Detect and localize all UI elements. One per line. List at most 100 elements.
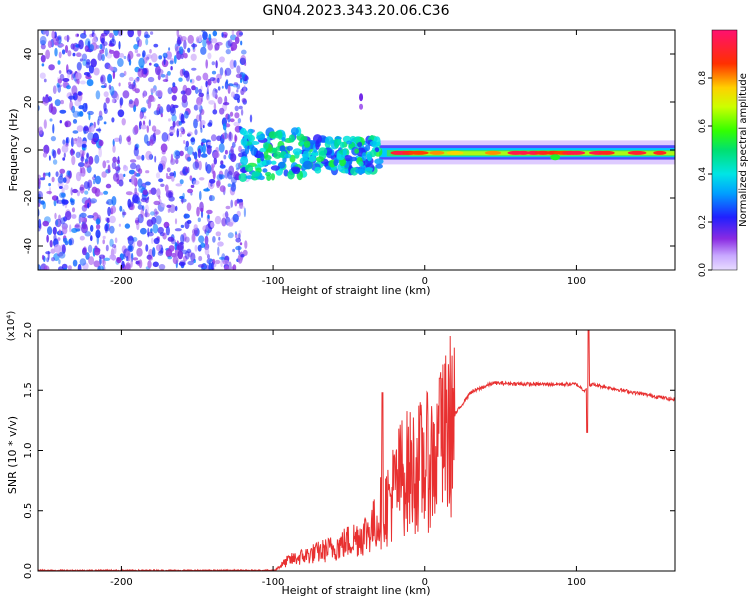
- noise-speckle: [230, 183, 237, 192]
- noise-speckle: [221, 85, 224, 89]
- noise-speckle: [208, 100, 216, 105]
- noise-speckle: [219, 56, 225, 63]
- noise-speckle: [150, 211, 155, 216]
- noise-speckle: [216, 180, 221, 189]
- noise-speckle: [166, 104, 171, 113]
- noise-speckle: [197, 244, 202, 252]
- y-tick-label: -20: [23, 190, 34, 206]
- y-tick-label: 0.5: [23, 503, 34, 519]
- noise-speckle: [150, 228, 153, 234]
- noise-speckle: [68, 238, 73, 246]
- noise-speckle: [45, 49, 50, 60]
- noise-speckle: [95, 218, 101, 225]
- noise-speckle: [169, 172, 175, 177]
- noise-speckle: [46, 234, 49, 243]
- noise-speckle: [234, 134, 237, 144]
- noise-speckle: [101, 171, 107, 178]
- noise-speckle: [208, 33, 212, 42]
- noise-speckle: [178, 128, 184, 132]
- noise-speckle: [158, 163, 164, 173]
- noise-speckle: [204, 248, 210, 256]
- noise-speckle: [79, 258, 87, 266]
- noise-speckle: [210, 134, 217, 142]
- band-speckle: [359, 93, 364, 102]
- noise-speckle: [49, 118, 53, 122]
- noise-speckle: [111, 98, 115, 104]
- noise-speckle: [95, 90, 101, 100]
- noise-speckle: [122, 211, 127, 216]
- noise-speckle: [97, 265, 104, 270]
- noise-speckle: [62, 177, 67, 183]
- noise-speckle: [49, 240, 53, 248]
- noise-speckle: [160, 113, 163, 118]
- noise-speckle: [166, 204, 172, 208]
- band-speckle: [303, 140, 311, 148]
- noise-speckle: [38, 264, 41, 270]
- noise-speckle: [66, 170, 71, 178]
- noise-speckle: [109, 38, 116, 47]
- noise-speckle: [74, 99, 82, 107]
- noise-speckle: [146, 125, 149, 133]
- noise-speckle: [78, 173, 86, 177]
- noise-speckle: [58, 186, 63, 189]
- noise-speckle: [85, 252, 90, 260]
- noise-speckle: [179, 179, 184, 185]
- noise-speckle: [93, 260, 100, 268]
- noise-speckle: [238, 198, 243, 203]
- noise-speckle: [167, 87, 173, 95]
- noise-speckle: [236, 83, 241, 90]
- noise-speckle: [83, 72, 90, 76]
- noise-speckle: [78, 105, 85, 110]
- noise-speckle: [109, 254, 114, 260]
- noise-speckle: [200, 109, 205, 115]
- noise-speckle: [87, 202, 90, 209]
- noise-speckle: [157, 226, 164, 234]
- noise-speckle: [199, 190, 202, 201]
- noise-speckle: [112, 244, 117, 249]
- noise-speckle: [152, 247, 156, 258]
- noise-speckle: [118, 134, 122, 145]
- noise-speckle: [187, 157, 192, 162]
- noise-speckle: [148, 255, 153, 261]
- noise-speckle: [206, 93, 210, 101]
- snr-ylabel: SNR (10 * v/v): [6, 416, 19, 494]
- band-speckle: [342, 148, 347, 157]
- hot-spot: [484, 150, 502, 155]
- noise-speckle: [230, 91, 236, 98]
- noise-speckle: [70, 43, 75, 50]
- snr-multiplier: (x10⁴): [6, 311, 17, 342]
- noise-speckle: [175, 183, 183, 187]
- noise-speckle: [214, 89, 218, 94]
- noise-speckle: [238, 205, 245, 209]
- noise-speckle: [87, 215, 94, 219]
- noise-speckle: [145, 150, 153, 161]
- noise-speckle: [109, 225, 115, 234]
- noise-speckle: [234, 112, 240, 119]
- noise-speckle: [234, 36, 240, 44]
- noise-speckle: [118, 82, 121, 87]
- noise-speckle: [106, 199, 114, 206]
- noise-speckle: [165, 172, 169, 178]
- colorbar-tick-label: 0.0: [698, 263, 708, 278]
- noise-speckle: [165, 226, 170, 236]
- noise-speckle: [171, 175, 175, 182]
- band-speckle: [333, 159, 339, 167]
- y-tick-label: 20: [23, 96, 34, 109]
- noise-speckle: [128, 100, 136, 108]
- noise-speckle: [198, 160, 202, 171]
- noise-speckle: [76, 125, 84, 132]
- noise-speckle: [82, 149, 86, 156]
- noise-speckle: [227, 84, 231, 95]
- noise-speckle: [129, 201, 134, 207]
- noise-speckle: [79, 212, 87, 218]
- noise-speckle: [113, 30, 119, 36]
- noise-speckle: [121, 260, 125, 269]
- band-dip: [550, 154, 561, 161]
- noise-speckle: [104, 82, 107, 88]
- noise-speckle: [98, 192, 104, 196]
- noise-speckle: [179, 150, 184, 157]
- noise-speckle: [141, 154, 145, 161]
- noise-speckle: [144, 34, 151, 39]
